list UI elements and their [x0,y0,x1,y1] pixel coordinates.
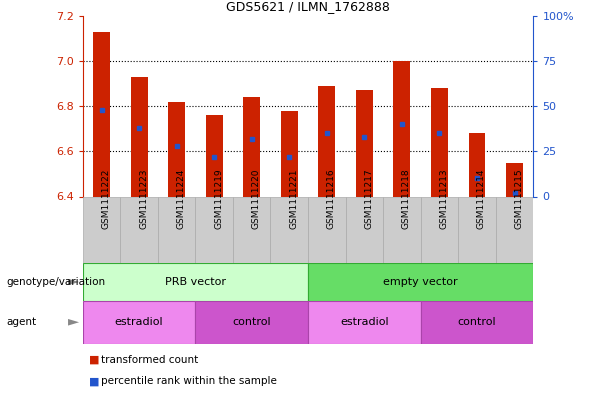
Text: GSM1111221: GSM1111221 [289,168,299,229]
Text: ■: ■ [89,376,99,386]
Polygon shape [68,279,79,285]
Bar [431,88,448,196]
Bar [243,97,260,196]
Bar [506,163,523,196]
Text: GSM1111218: GSM1111218 [402,168,411,229]
Bar [120,196,158,263]
Text: GSM1111217: GSM1111217 [364,168,373,229]
Text: estradiol: estradiol [340,317,389,327]
Text: genotype/variation: genotype/variation [6,277,105,287]
Text: ■: ■ [89,354,99,365]
Text: transformed count: transformed count [101,354,199,365]
Text: agent: agent [6,317,36,327]
Text: PRB vector: PRB vector [165,277,226,287]
Text: percentile rank within the sample: percentile rank within the sample [101,376,277,386]
Bar [308,196,346,263]
Bar [356,90,373,196]
Text: GSM1111223: GSM1111223 [139,168,148,229]
Text: GSM1111220: GSM1111220 [252,168,261,229]
Bar [308,301,421,344]
Bar [83,263,308,301]
Bar [93,31,110,196]
Polygon shape [68,319,79,325]
Text: GSM1111215: GSM1111215 [514,168,524,229]
Text: empty vector: empty vector [383,277,458,287]
Text: GSM1111224: GSM1111224 [177,168,186,229]
Text: GSM1111213: GSM1111213 [440,168,449,229]
Bar [421,301,533,344]
Bar [196,196,233,263]
Text: GSM1111216: GSM1111216 [327,168,336,229]
Bar [383,196,421,263]
Text: control: control [458,317,497,327]
Bar [158,196,196,263]
Bar [346,196,383,263]
Bar [458,196,496,263]
Bar [270,196,308,263]
Bar [421,196,458,263]
Bar [308,263,533,301]
Bar [468,133,485,196]
Text: GSM1111214: GSM1111214 [477,168,486,229]
Bar [168,101,185,196]
Bar [83,196,120,263]
Text: estradiol: estradiol [115,317,164,327]
Bar [83,301,196,344]
Bar [233,196,270,263]
Bar [318,86,335,196]
Bar [281,111,298,196]
Bar [206,115,223,196]
Text: GSM1111222: GSM1111222 [102,168,110,229]
Bar [496,196,533,263]
Title: GDS5621 / ILMN_1762888: GDS5621 / ILMN_1762888 [226,0,390,13]
Bar [394,61,410,196]
Bar [196,301,308,344]
Text: control: control [232,317,271,327]
Bar [131,77,148,196]
Text: GSM1111219: GSM1111219 [214,168,223,229]
